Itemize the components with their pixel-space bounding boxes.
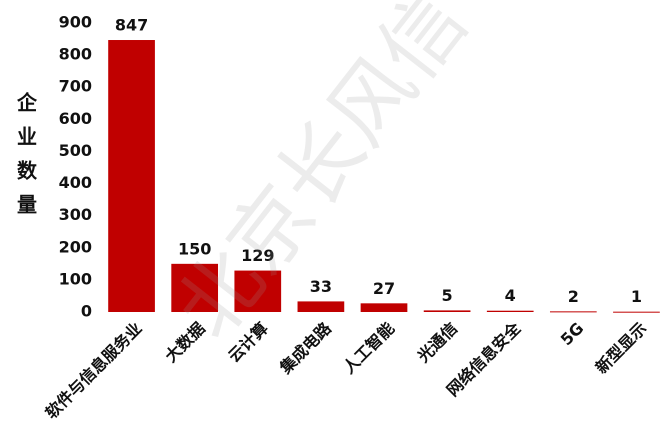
x-tick-label: 新型显示 xyxy=(592,319,651,378)
bar xyxy=(613,311,660,313)
y-axis-label: 企业数量 xyxy=(14,91,38,228)
bar xyxy=(486,310,534,312)
bar xyxy=(549,311,597,313)
value-label: 5 xyxy=(442,286,453,305)
x-tick-label: 软件与信息服务业 xyxy=(42,319,146,423)
y-tick-label: 0 xyxy=(81,302,92,321)
x-tick-label: 人工智能 xyxy=(339,319,398,378)
bar xyxy=(423,310,471,312)
y-tick-label: 500 xyxy=(59,141,92,160)
y-tick-label: 200 xyxy=(59,237,92,256)
y-tick-label: 300 xyxy=(59,205,92,224)
y-tick-label: 700 xyxy=(59,77,92,96)
value-label: 847 xyxy=(115,16,148,35)
bar xyxy=(171,263,219,312)
y-tick-label: 800 xyxy=(59,45,92,64)
y-tick-label: 100 xyxy=(59,269,92,288)
x-tick-label: 光通信 xyxy=(413,319,461,367)
value-label: 33 xyxy=(310,277,332,296)
value-label: 150 xyxy=(178,239,211,258)
value-label: 1 xyxy=(631,287,642,306)
bar xyxy=(360,303,408,312)
value-label: 129 xyxy=(241,246,274,265)
bar xyxy=(297,301,345,312)
bar xyxy=(108,40,155,312)
bar xyxy=(234,270,282,312)
y-tick-label: 400 xyxy=(59,173,92,192)
y-tick-label: 900 xyxy=(59,13,92,32)
value-label: 4 xyxy=(505,286,516,305)
x-tick-label: 5G xyxy=(557,319,588,350)
y-tick-label: 600 xyxy=(59,109,92,128)
value-label: 2 xyxy=(568,287,579,306)
x-tick-label: 集成电路 xyxy=(275,318,335,378)
value-label: 27 xyxy=(373,279,395,298)
